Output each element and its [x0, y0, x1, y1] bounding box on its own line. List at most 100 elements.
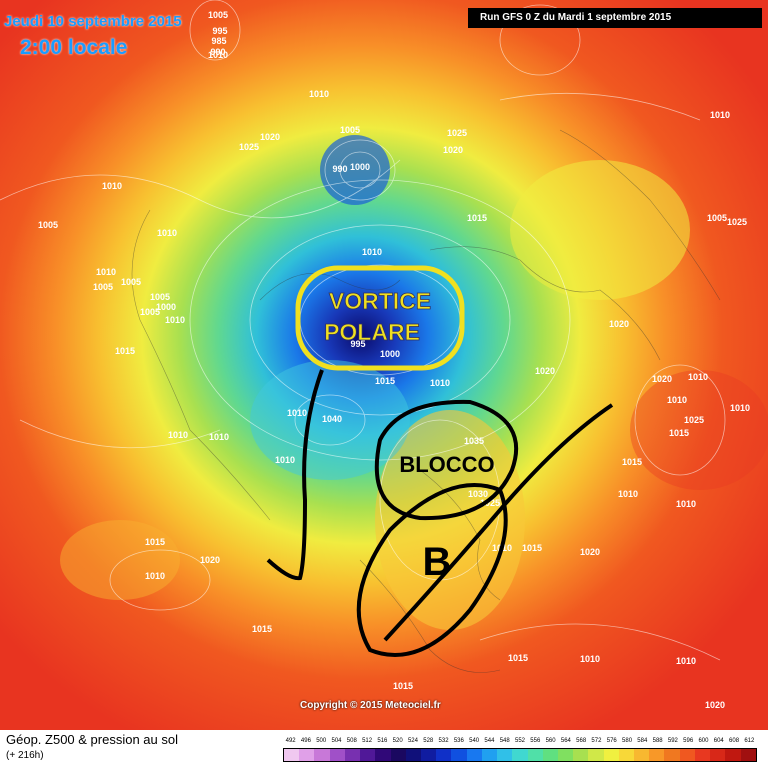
color-scale-bar	[283, 748, 757, 762]
isobar-label: 1010	[96, 267, 116, 277]
isobar-label: 1015	[467, 213, 487, 223]
color-scale-swatch	[466, 749, 482, 761]
isobar-label: 1020	[580, 547, 600, 557]
color-scale-label: 584	[637, 738, 648, 744]
isobar-label: 1010	[667, 395, 687, 405]
isobar-label: 1020	[260, 132, 280, 142]
b-outline	[356, 483, 508, 657]
isobar-label: 1005	[93, 282, 113, 292]
isobar-label: 1010	[362, 247, 382, 257]
color-scale-label: 568	[576, 738, 587, 744]
color-scale: 492 496 500 504 508 512 516 520 524 528 532 536 540 5…	[283, 738, 757, 762]
color-scale-label: 516	[377, 738, 388, 744]
color-scale-label: 536	[453, 738, 464, 744]
isobar-label: 1010	[275, 455, 295, 465]
isobar-label: 1020	[535, 366, 555, 376]
forecast-date: Jeudi 10 septembre 2015	[4, 13, 182, 30]
color-scale-swatch	[664, 749, 680, 761]
color-scale-label: 604	[713, 738, 724, 744]
isobar-label: 1010	[580, 654, 600, 664]
color-scale-label: 548	[499, 738, 510, 744]
trough-line-west	[266, 369, 324, 581]
color-scale-swatch	[588, 749, 604, 761]
color-scale-label: 612	[744, 738, 755, 744]
color-scale-label: 556	[530, 738, 541, 744]
isobar-label: 1025	[684, 415, 704, 425]
color-scale-swatch	[573, 749, 589, 761]
color-scale-label: 500	[316, 738, 327, 744]
color-scale-label: 508	[346, 738, 357, 744]
color-scale-label: 528	[423, 738, 434, 744]
color-scale-swatch	[603, 749, 619, 761]
color-scale-label: 492	[285, 738, 296, 744]
legend-footer: Géop. Z500 & pression au sol (+ 216h) 49…	[0, 730, 768, 768]
color-scale-label: 544	[484, 738, 495, 744]
color-scale-swatch	[740, 749, 756, 761]
color-scale-label: 580	[622, 738, 633, 744]
trough-line-east	[383, 403, 614, 642]
color-scale-swatch	[679, 749, 695, 761]
isobar-label: 1010	[309, 89, 329, 99]
isobar-label: 1010	[102, 181, 122, 191]
isobar-label: 1010	[676, 656, 696, 666]
color-scale-label: 532	[438, 738, 449, 744]
isobar-label: 1030	[468, 489, 488, 499]
color-scale-label: 496	[300, 738, 311, 744]
color-scale-label: 596	[683, 738, 694, 744]
color-scale-swatch	[375, 749, 391, 761]
isobar-label: 990	[210, 47, 225, 57]
color-scale-swatch	[436, 749, 452, 761]
isobar-label: 1005	[150, 292, 170, 302]
isobar-label: 1010	[165, 315, 185, 325]
isobar-label: 1010	[208, 50, 228, 60]
isobar-label: 1020	[652, 374, 672, 384]
color-scale-label: 560	[545, 738, 556, 744]
vortex-label-line1: VORTICE	[329, 288, 431, 314]
legend-title: Géop. Z500 & pression au sol	[6, 732, 178, 747]
color-scale-swatch	[390, 749, 406, 761]
isobar-label: 1015	[252, 624, 272, 634]
color-scale-label: 592	[667, 738, 678, 744]
color-scale-swatch	[481, 749, 498, 761]
color-scale-label: 520	[392, 738, 403, 744]
isobar-label: 1015	[375, 376, 395, 386]
color-scale-label: 576	[606, 738, 617, 744]
isobar-label: 1010	[157, 228, 177, 238]
color-scale-label: 572	[591, 738, 602, 744]
isobar-label: 995	[212, 26, 227, 36]
b-label: B	[423, 540, 452, 584]
isobar-label: 1005	[208, 10, 228, 20]
isobar-label: 1015	[508, 653, 528, 663]
isobar-label: 1020	[443, 145, 463, 155]
color-scale-label: 552	[514, 738, 526, 744]
vortex-outline	[295, 265, 465, 371]
color-scale-swatch	[329, 749, 345, 761]
isobar-label: 1015	[622, 457, 642, 467]
color-scale-swatch	[314, 749, 330, 761]
isobar-label: 985	[211, 36, 226, 46]
copyright: Copyright © 2015 Meteociel.fr	[300, 700, 441, 711]
isobar-label: 1015	[522, 543, 542, 553]
isobar-label: 1025	[239, 142, 259, 152]
color-scale-label: 540	[469, 738, 480, 744]
color-scale-swatch	[649, 749, 665, 761]
isobar-label: 990	[332, 164, 347, 174]
color-scale-label: 608	[729, 738, 740, 744]
isobar-label: 1015	[115, 346, 135, 356]
isobar-label: 1015	[669, 428, 689, 438]
color-scale-labels: 492 496 500 504 508 512 516 520 524 528 532 536 540 5…	[283, 738, 757, 748]
color-scale-label: 524	[407, 738, 418, 744]
color-scale-swatch	[618, 749, 635, 761]
forecast-time: 2:00 locale	[20, 36, 128, 59]
isobar-label: 1010	[145, 571, 165, 581]
isobar-label: 1035	[464, 436, 484, 446]
isobar-label: 1005	[140, 307, 160, 317]
color-scale-swatch	[512, 749, 528, 761]
isobar-label: 1000	[350, 162, 370, 172]
isobar-label: 1020	[200, 555, 220, 565]
isobar-label: 1000	[380, 349, 400, 359]
color-scale-swatch	[634, 749, 650, 761]
vortex-label-line2: POLARE	[324, 319, 420, 345]
run-info: Run GFS 0 Z du Mardi 1 septembre 2015	[468, 8, 762, 28]
color-scale-swatch	[694, 749, 711, 761]
